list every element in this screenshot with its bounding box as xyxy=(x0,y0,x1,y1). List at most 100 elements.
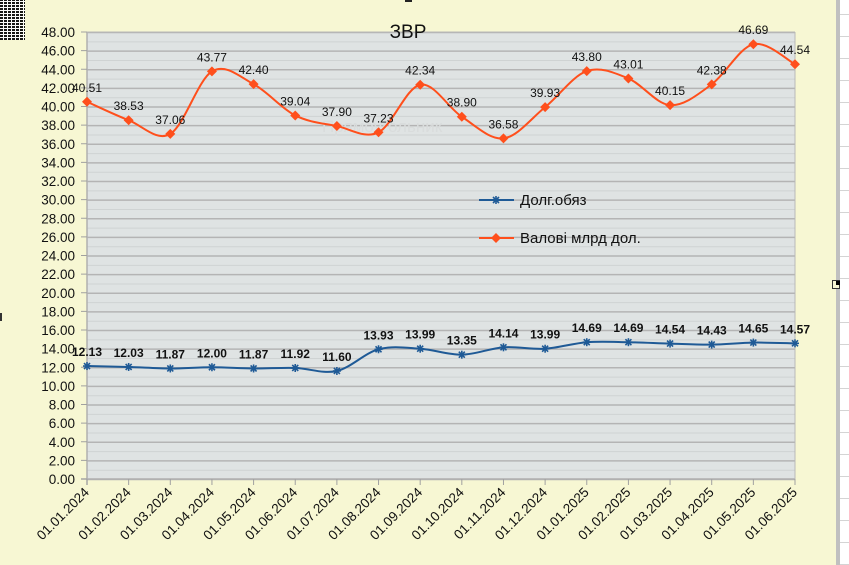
cell-border xyxy=(840,234,849,235)
data-point-gross xyxy=(165,128,176,139)
cell-border xyxy=(840,146,849,147)
data-label-gross: 39.93 xyxy=(530,86,560,100)
cell-border xyxy=(840,300,849,301)
cell-border xyxy=(840,410,849,411)
data-point-debt xyxy=(291,363,300,372)
data-label-debt: 14.69 xyxy=(613,321,643,335)
data-point-debt xyxy=(457,350,466,359)
data-label-debt: 14.65 xyxy=(738,322,768,336)
cell-border xyxy=(840,520,849,521)
data-point-gross xyxy=(415,79,426,90)
cell-border xyxy=(840,58,849,59)
chart-title: ЗВР xyxy=(390,22,427,43)
data-point-gross xyxy=(206,66,217,77)
cell-border xyxy=(840,14,849,15)
y-tick-label: 40.00 xyxy=(41,100,75,115)
cell-border xyxy=(840,454,849,455)
y-tick-label: 44.00 xyxy=(41,62,75,77)
data-label-gross: 42.34 xyxy=(405,64,435,78)
data-point-gross xyxy=(748,39,759,50)
data-point-debt xyxy=(207,363,216,372)
y-tick-label: 42.00 xyxy=(41,81,75,96)
resize-handle[interactable] xyxy=(832,280,840,289)
y-tick-label: 20.00 xyxy=(41,286,75,301)
data-point-debt xyxy=(249,364,258,373)
cell-border xyxy=(840,322,849,323)
data-label-gross: 36.58 xyxy=(488,117,518,131)
data-label-debt: 14.54 xyxy=(655,323,685,337)
data-point-debt xyxy=(666,339,675,348)
data-label-gross: 37.90 xyxy=(322,105,352,119)
data-label-gross: 43.01 xyxy=(613,57,643,71)
data-point-debt xyxy=(707,340,716,349)
y-tick-label: 2.00 xyxy=(49,453,75,468)
data-label-gross: 40.51 xyxy=(72,81,102,95)
y-tick-label: 16.00 xyxy=(41,323,75,338)
data-point-gross xyxy=(456,111,467,122)
left-marker xyxy=(0,313,2,321)
cell-border xyxy=(840,102,849,103)
y-tick-label: 10.00 xyxy=(41,379,75,394)
y-tick-label: 14.00 xyxy=(41,342,75,357)
data-point-debt xyxy=(374,345,383,354)
diamond-marker-icon xyxy=(491,233,501,243)
cell-border xyxy=(840,278,849,279)
legend[interactable]: Долг.обяз Валові млрд дол. xyxy=(479,192,641,247)
data-point-gross xyxy=(790,59,800,70)
data-point-gross xyxy=(82,96,92,107)
data-label-gross: 37.06 xyxy=(155,113,185,127)
y-tick-label: 30.00 xyxy=(41,193,75,208)
y-tick-label: 36.00 xyxy=(41,137,75,152)
pattern-icon xyxy=(0,0,25,40)
data-label-debt: 14.43 xyxy=(697,324,727,338)
data-label-gross: 43.80 xyxy=(572,50,602,64)
data-label-debt: 13.35 xyxy=(447,334,477,348)
cell-border xyxy=(840,36,849,37)
y-tick-label: 28.00 xyxy=(41,211,75,226)
y-tick-label: 18.00 xyxy=(41,304,75,319)
cell-border xyxy=(840,388,849,389)
cell-border xyxy=(840,80,849,81)
data-label-debt: 11.92 xyxy=(281,347,311,361)
data-point-gross xyxy=(540,102,551,113)
data-label-debt: 11.60 xyxy=(322,350,352,364)
data-label-debt: 11.87 xyxy=(239,347,269,361)
data-label-debt: 12.13 xyxy=(72,345,102,359)
cell-border xyxy=(840,432,849,433)
y-tick-label: 8.00 xyxy=(49,398,75,413)
data-label-debt: 14.57 xyxy=(780,322,810,336)
data-label-gross: 43.77 xyxy=(197,50,227,64)
data-point-gross xyxy=(665,100,676,111)
legend-item-gross[interactable]: Валові млрд дол. xyxy=(479,230,641,247)
legend-item-debt[interactable]: Долг.обяз xyxy=(479,192,587,209)
data-point-gross xyxy=(123,115,134,126)
cell-border xyxy=(840,124,849,125)
spreadsheet-cells[interactable] xyxy=(840,0,849,565)
data-label-gross: 46.69 xyxy=(738,23,768,37)
data-label-gross: 42.38 xyxy=(697,63,727,77)
diamond-marker xyxy=(491,233,501,243)
data-label-debt: 14.14 xyxy=(488,326,518,340)
data-label-gross: 37.23 xyxy=(364,111,394,125)
data-label-debt: 13.99 xyxy=(530,328,560,342)
data-point-debt xyxy=(624,338,633,347)
cell-border xyxy=(840,498,849,499)
data-label-debt: 14.69 xyxy=(572,321,602,335)
data-point-gross xyxy=(373,127,384,138)
y-tick-label: 46.00 xyxy=(41,44,75,59)
data-label-debt: 13.93 xyxy=(364,328,394,342)
data-point-debt xyxy=(332,366,341,375)
data-point-gross xyxy=(248,79,259,90)
data-label-gross: 40.15 xyxy=(655,84,685,98)
y-tick-label: 22.00 xyxy=(41,267,75,282)
data-point-gross xyxy=(331,121,342,132)
data-label-gross: 38.90 xyxy=(447,96,477,110)
data-point-gross xyxy=(498,133,509,144)
cell-border xyxy=(840,542,849,543)
cell-border xyxy=(840,366,849,367)
legend-label-debt: Долг.обяз xyxy=(520,192,587,209)
y-tick-label: 48.00 xyxy=(41,25,75,40)
asterisk-marker xyxy=(492,196,500,204)
data-label-debt: 13.99 xyxy=(405,328,435,342)
